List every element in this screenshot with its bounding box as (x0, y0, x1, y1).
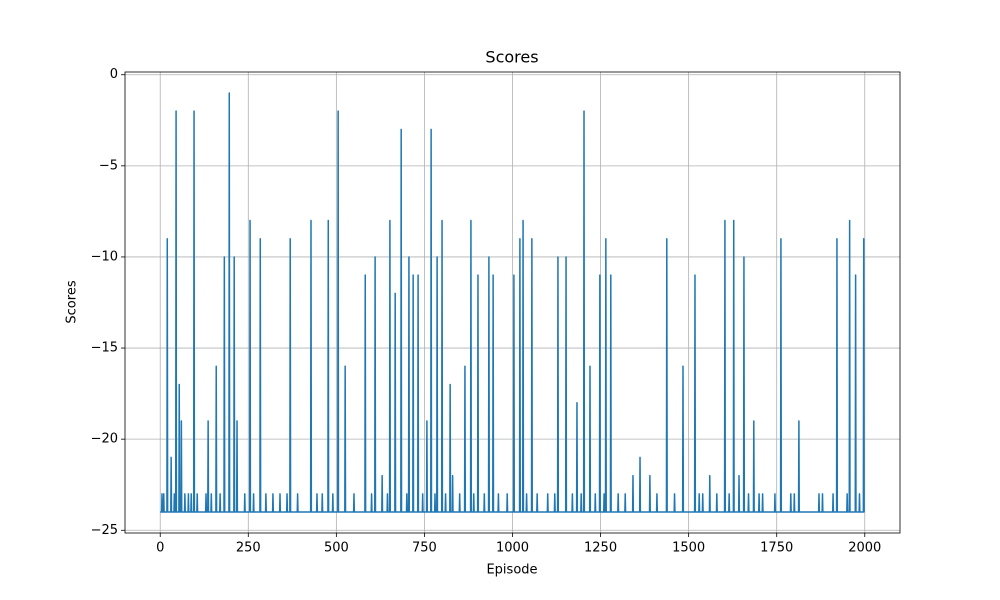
chart-title: Scores (485, 48, 538, 67)
x-tick-label: 2000 (848, 541, 881, 556)
score-line (160, 92, 865, 513)
x-tick-label: 250 (236, 541, 261, 556)
y-tick-label: 0 (110, 67, 118, 82)
y-tick-label: −10 (91, 249, 118, 264)
x-axis-label: Episode (486, 563, 537, 578)
grid-layer (125, 72, 900, 533)
x-tick-label: 1500 (672, 541, 705, 556)
plot-layer (160, 92, 865, 513)
y-tick-label: −15 (91, 341, 118, 356)
x-tick-label: 1000 (496, 541, 529, 556)
x-tick-label: 500 (324, 541, 349, 556)
y-axis-label: Scores (65, 280, 80, 323)
y-tick-label: −5 (99, 158, 118, 173)
x-tick-label: 0 (156, 541, 164, 556)
y-tick-label: −25 (91, 523, 118, 538)
x-tick-label: 1750 (760, 541, 793, 556)
x-tick-label: 1250 (584, 541, 617, 556)
x-tick-label: 750 (412, 541, 437, 556)
y-tick-label: −20 (91, 432, 118, 447)
